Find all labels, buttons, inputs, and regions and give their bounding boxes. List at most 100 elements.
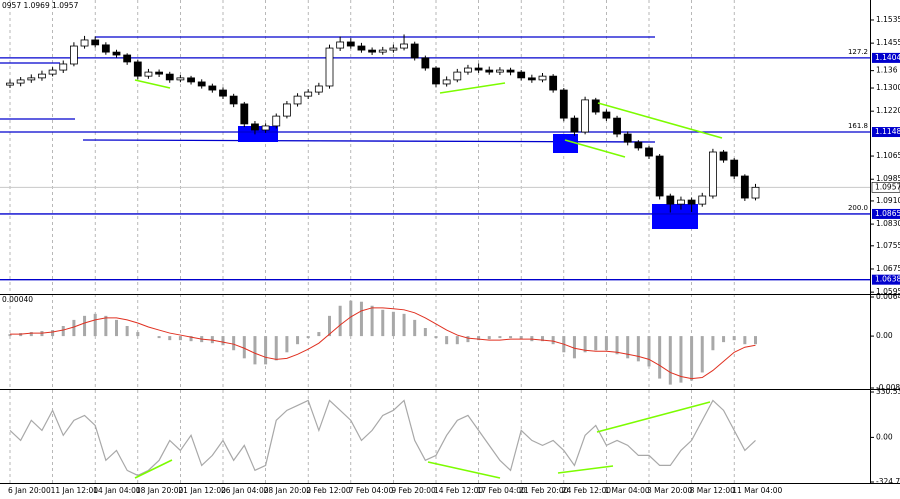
x-tick-label: 8 Mar 12:00 [690, 486, 736, 495]
macd-bar [104, 315, 108, 337]
candle-body [687, 199, 696, 205]
x-tick-label: 6 Jan 20:00 [8, 486, 51, 495]
macd-bar [636, 336, 640, 362]
candle-body [740, 175, 749, 199]
candle-body [16, 79, 25, 84]
macd-bar [519, 336, 523, 340]
y-tick-label: 1.1220 [876, 106, 900, 115]
divergence-line [439, 82, 506, 94]
candle-body [655, 155, 664, 197]
y-tick-label: -0.00859 [876, 383, 900, 392]
level-label-bg [872, 208, 900, 219]
current-price-bg [871, 182, 900, 193]
macd-bar [115, 319, 118, 337]
candle-body [282, 103, 291, 117]
x-tick-label: 21 Feb 20:00 [519, 486, 568, 495]
candle-body [368, 49, 377, 53]
candle-body [346, 41, 355, 47]
y-tick-label: 1.0910 [876, 196, 900, 205]
macd-bar [658, 336, 662, 379]
candle-body [400, 43, 408, 49]
chart-title: 0957 1.0969 1.0957 [2, 1, 79, 10]
candle-body [27, 77, 36, 81]
macd-bar [232, 336, 236, 351]
macd-bar [487, 336, 491, 340]
candle-body [613, 117, 621, 135]
candle-body [336, 41, 345, 49]
x-tick-label: 21 Jan 12:00 [178, 486, 226, 495]
candle-body [325, 47, 334, 87]
x-tick-label: 11 Jan 12:00 [51, 486, 99, 495]
y-tick-label: 1.0675 [876, 264, 900, 273]
macd-bar [668, 336, 672, 385]
candle-body [187, 77, 195, 83]
macd-bar [583, 336, 587, 353]
candle-body [133, 61, 142, 77]
candle-body [112, 51, 121, 56]
candle-body [432, 67, 440, 85]
macd-bar [509, 336, 513, 339]
divergence-line [134, 459, 173, 479]
candle-body [389, 47, 398, 51]
macd-bar [477, 336, 481, 341]
macd-bar [125, 326, 129, 337]
candle-body [48, 69, 57, 75]
candle-body [527, 77, 536, 81]
candle-body [410, 43, 419, 59]
macd-bar [83, 315, 87, 337]
level-label: 1.1404 [875, 53, 900, 62]
candle-body [176, 77, 185, 81]
divergence-line [596, 401, 711, 433]
fib-label: 161.8 [848, 122, 868, 130]
macd-bar [359, 301, 363, 337]
x-tick-label: 2 Feb 12:00 [306, 486, 351, 495]
candle-body [506, 69, 515, 73]
candle-body [730, 159, 739, 177]
candle-body [165, 73, 174, 81]
candle-body [645, 147, 653, 157]
y-tick-label: 0.00647 [876, 292, 900, 301]
candle-body [240, 103, 249, 125]
macd-bar [381, 309, 385, 337]
x-tick-label: 9 Feb 20:00 [391, 486, 436, 495]
x-tick-label: 11 Mar 04:00 [732, 486, 782, 495]
zone-box [553, 134, 578, 153]
candle-body [623, 133, 632, 143]
y-tick-label: 1.0595 [876, 287, 900, 296]
candle-body [634, 141, 643, 149]
candle-body [751, 186, 760, 199]
macd-bar [604, 336, 608, 351]
divergence-line [557, 465, 614, 474]
macd-bar [317, 332, 321, 337]
macd-title: 0.00040 [2, 295, 33, 304]
candle-body [229, 95, 238, 105]
candle-body [581, 99, 589, 133]
candle-body [517, 71, 526, 79]
macd-bar [754, 336, 757, 345]
macd-bar [445, 336, 449, 345]
macd-bar [93, 313, 97, 337]
candle-body [219, 89, 227, 97]
macd-bar [679, 336, 683, 383]
y-tick-label: 1.0755 [876, 241, 900, 250]
macd-bar [615, 336, 619, 355]
candle-body [421, 57, 430, 69]
candle-body [91, 39, 100, 46]
macd-bar [732, 336, 736, 341]
candle-body [549, 75, 558, 91]
macd-bar [328, 315, 331, 337]
y-tick-label: 0.00 [876, 432, 893, 441]
macd-bar [61, 326, 65, 337]
candle-body [272, 115, 281, 127]
macd-bar [285, 336, 289, 353]
candle-body [378, 49, 387, 53]
x-tick-label: 7 Feb 04:00 [349, 486, 394, 495]
candle-body [719, 151, 728, 161]
candle-body [251, 123, 259, 131]
macd-bar [594, 336, 598, 351]
y-tick-label: 1.136 [876, 66, 898, 75]
macd-bar [178, 336, 182, 341]
candle-body [59, 63, 68, 71]
candle-body [666, 195, 675, 205]
